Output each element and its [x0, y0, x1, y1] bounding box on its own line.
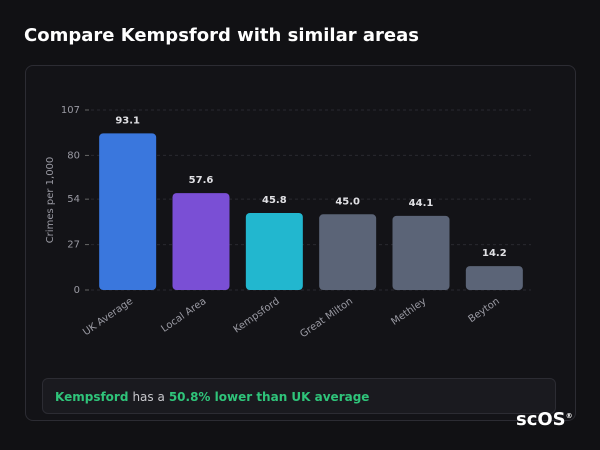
x-tick-label: Local Area: [159, 296, 208, 335]
value-label: 14.2: [482, 248, 507, 259]
y-tick-label: 107: [61, 105, 80, 116]
x-tick-label: Kempsford: [232, 296, 282, 336]
logo-mark: ®: [565, 412, 573, 420]
y-tick-label: 0: [74, 285, 80, 296]
bar: [319, 214, 377, 290]
y-tick-label: 27: [67, 240, 80, 251]
logo-text: scOS: [516, 409, 566, 430]
bar: [465, 266, 523, 290]
value-label: 57.6: [189, 175, 214, 186]
summary-text: has a: [132, 390, 165, 404]
bar: [392, 215, 450, 290]
x-tick-label: Great Milton: [298, 296, 355, 340]
bar: [99, 133, 157, 290]
page-title: Compare Kempsford with similar areas: [24, 25, 419, 46]
y-axis-label: Crimes per 1,000: [45, 157, 56, 244]
summary-area: Kempsford: [55, 390, 129, 404]
bar: [172, 193, 230, 290]
value-label: 45.0: [335, 196, 360, 207]
value-label: 45.8: [262, 195, 287, 206]
summary: Kempsford has a 50.8% lower than UK averag…: [42, 378, 556, 414]
value-label: 44.1: [409, 198, 434, 209]
summary-highlight: 50.8% lower than UK average: [168, 390, 370, 404]
y-tick-label: 80: [67, 150, 80, 161]
x-tick-label: Methley: [389, 296, 428, 328]
x-tick-label: UK Average: [81, 296, 135, 338]
y-tick-label: 54: [67, 194, 80, 205]
logo: scOS®: [516, 409, 573, 430]
value-label: 93.1: [115, 115, 140, 126]
x-tick-label: Beyton: [467, 296, 502, 325]
bar: [245, 212, 303, 290]
